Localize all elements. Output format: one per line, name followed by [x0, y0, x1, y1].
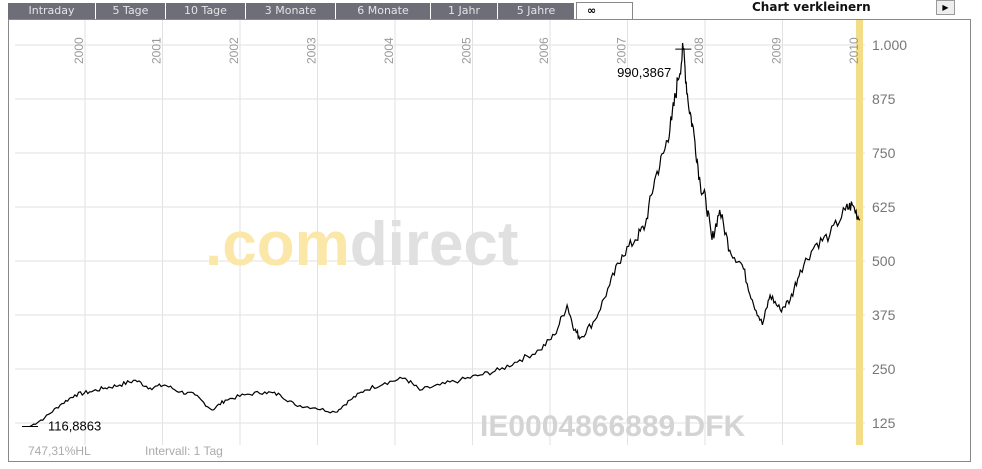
x-tick-label: 2009 [770, 37, 784, 64]
watermark-symbol: IE0004866889.DFK [480, 410, 746, 443]
y-tick-label: 875 [872, 91, 896, 107]
x-tick-label: 2001 [150, 37, 164, 64]
x-tick-label: 2007 [615, 37, 629, 64]
x-tick-label: 2008 [692, 37, 706, 64]
max-label: 990,3867 [617, 65, 671, 80]
tab-5-tage[interactable]: 5 Tage [96, 3, 166, 19]
watermark-brand-com: .com [205, 210, 350, 279]
x-tick-label: 2010 [847, 37, 861, 64]
x-tick-label: 2003 [305, 37, 319, 64]
y-tick-label: 375 [872, 307, 896, 323]
interval-text: Intervall: 1 Tag [145, 444, 223, 458]
x-tick-label: 2005 [460, 37, 474, 64]
min-label: 116,8863 [48, 419, 101, 434]
watermark-brand: .comdirect [205, 210, 519, 279]
tab-10-tage[interactable]: 10 Tage [166, 3, 246, 19]
y-tick-label: 750 [872, 145, 896, 161]
x-tick-label: 2002 [227, 37, 241, 64]
chart-shrink-link[interactable]: Chart verkleinern [752, 0, 871, 14]
tab-max[interactable]: ∞ [576, 2, 633, 20]
y-tick-label: 125 [872, 415, 896, 431]
tab-intraday[interactable]: Intraday [8, 3, 96, 19]
price-line [29, 42, 861, 428]
tab-1-jahr[interactable]: 1 Jahr [431, 3, 498, 19]
y-tick-label: 625 [872, 199, 896, 215]
watermark-brand-direct: direct [350, 210, 519, 279]
y-tick-label: 500 [872, 253, 896, 269]
tab-5-jahre[interactable]: 5 Jahre [498, 3, 575, 19]
performance-text: 747,31%HL [28, 444, 91, 458]
tab-6-monate[interactable]: 6 Monate [336, 3, 431, 19]
x-tick-label: 2004 [382, 37, 396, 64]
x-tick-label: 2000 [72, 37, 86, 64]
play-right-icon[interactable]: ▶ [936, 0, 955, 15]
tab-3-monate[interactable]: 3 Monate [246, 3, 336, 19]
chart-panel [8, 19, 971, 462]
x-tick-label: 2006 [537, 37, 551, 64]
y-tick-label: 1.000 [872, 37, 907, 53]
y-tick-label: 250 [872, 361, 896, 377]
today-band [856, 20, 863, 445]
